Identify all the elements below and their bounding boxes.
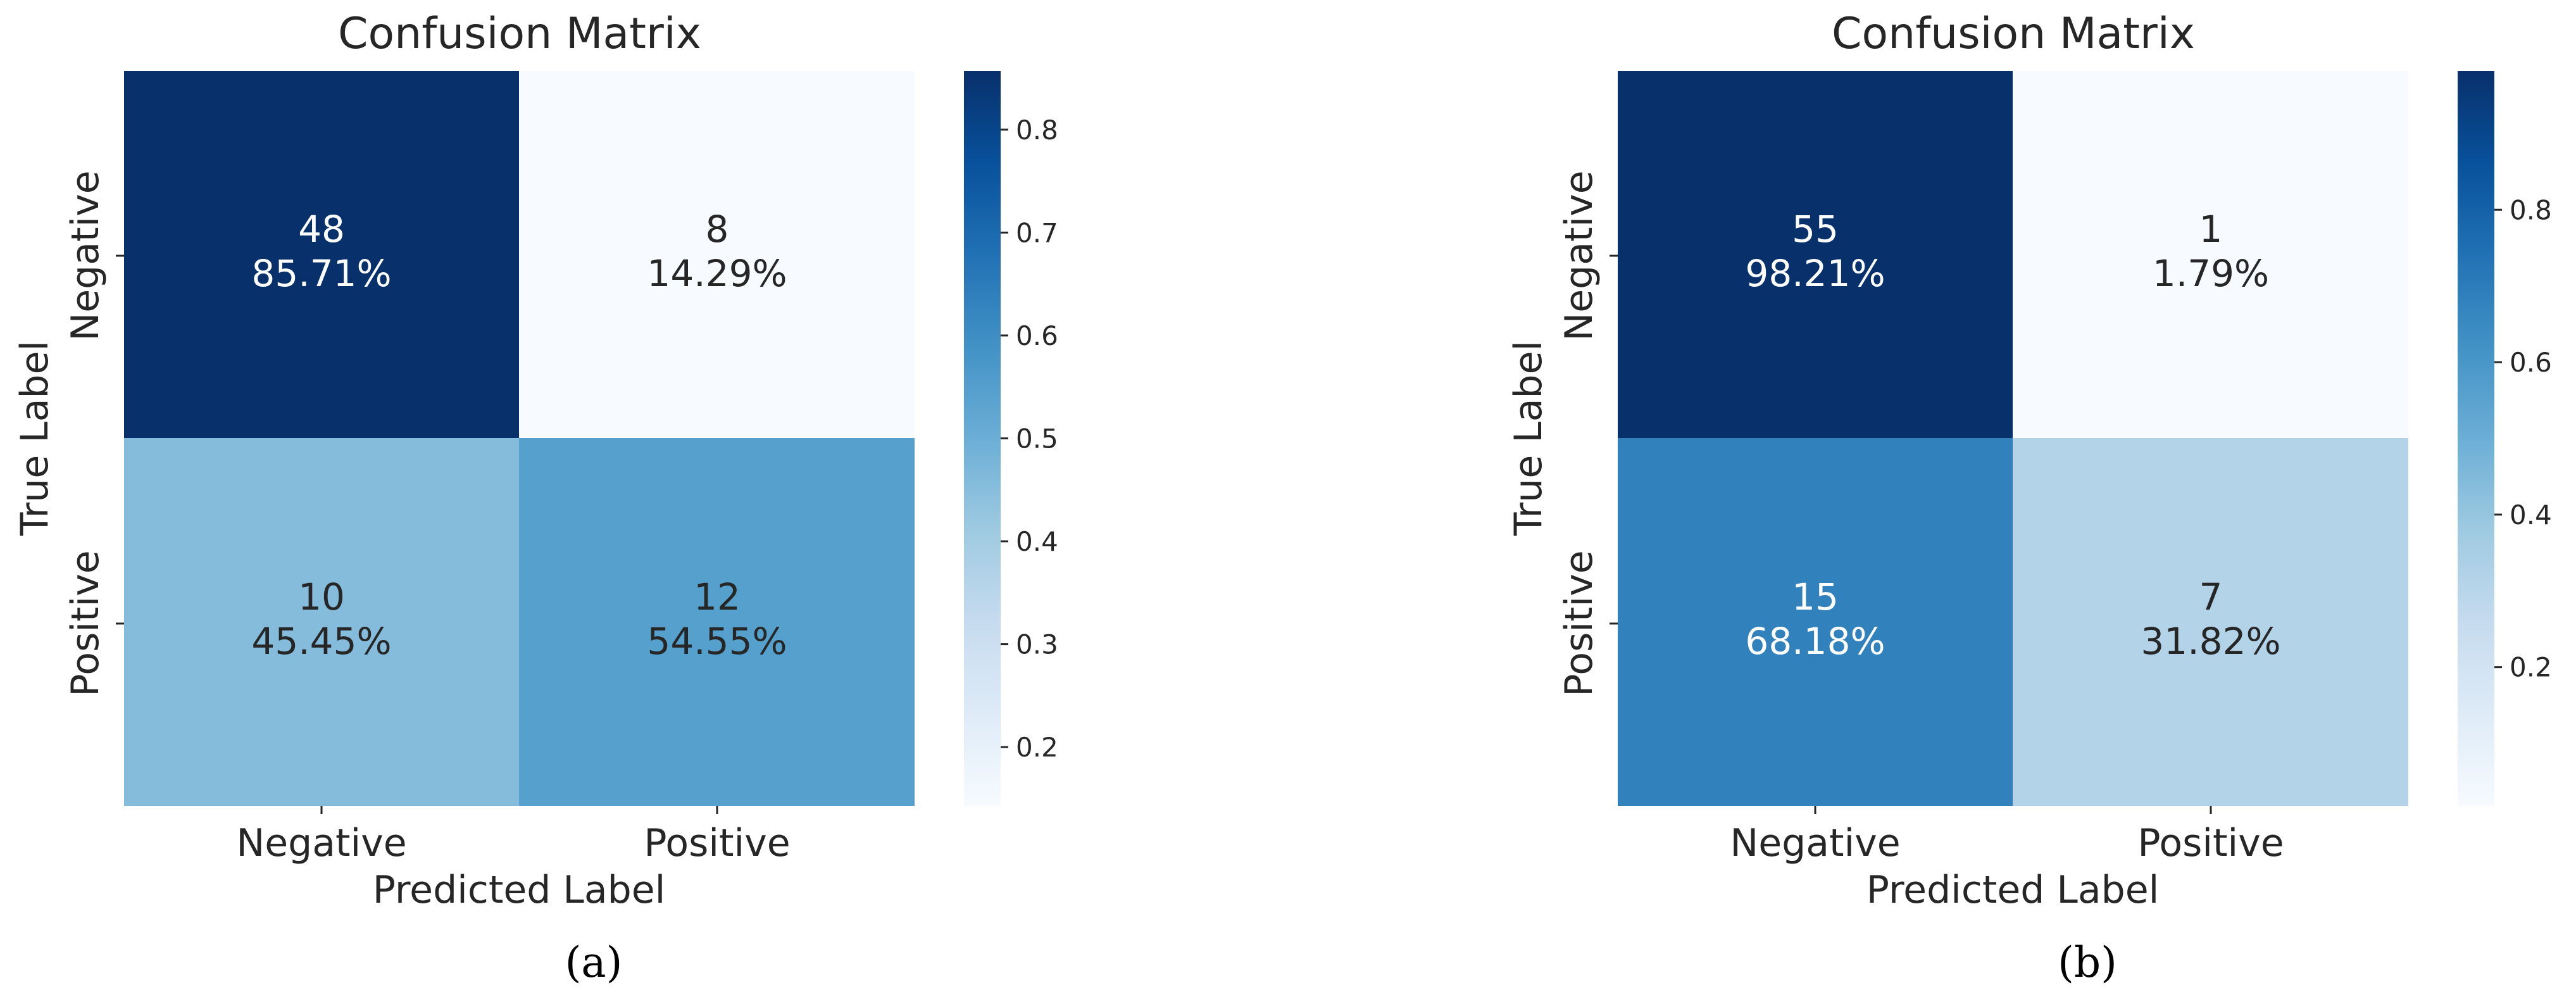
- x-axis-label: Predicted Label: [1866, 868, 2160, 912]
- cell-true-positive-pred-positive: [2013, 438, 2408, 806]
- x-tick-label: Positive: [2137, 821, 2284, 865]
- cell-annotations: 55 98.21% 1 1.79% 15 68.18% 7 31.82%: [1745, 208, 2280, 663]
- confusion-matrix-panel-b: Confusion Matrix 55 98.21% 1 1.79% 15 68…: [1506, 9, 2552, 987]
- cell-annotations: 48 85.71% 8 14.29% 10 45.45% 12 54.55%: [251, 208, 787, 663]
- heatmap-cells: [124, 71, 915, 806]
- colorbar-tick-label: 0.4: [2510, 499, 2552, 530]
- x-axis: Negative Positive Predicted Label: [236, 806, 791, 912]
- colorbar-tick-label: 0.7: [1016, 217, 1058, 248]
- panel-caption: (a): [565, 938, 623, 987]
- heatmap-cells: [1618, 71, 2408, 806]
- cell-percent: 98.21%: [1745, 252, 1885, 295]
- cell-true-negative-pred-positive: [519, 71, 915, 438]
- colorbar: 0.2 0.3 0.4 0.5 0.6 0.7 0.8: [964, 71, 1058, 806]
- cell-count: 55: [1792, 208, 1839, 251]
- cell-count: 15: [1792, 575, 1839, 618]
- cell-percent: 1.79%: [2153, 252, 2269, 295]
- colorbar-tick-label: 0.6: [1016, 320, 1058, 351]
- y-axis: Negative Positive True Label: [13, 170, 124, 697]
- cell-true-negative-pred-negative: [1618, 71, 2013, 438]
- x-tick-label: Negative: [236, 821, 406, 865]
- cell-percent: 31.82%: [2141, 620, 2280, 663]
- colorbar-ticks: 0.2 0.4 0.6 0.8: [2494, 194, 2552, 683]
- cell-true-negative-pred-negative: [124, 71, 519, 438]
- x-axis: Negative Positive Predicted Label: [1730, 806, 2284, 912]
- colorbar: 0.2 0.4 0.6 0.8: [2458, 71, 2552, 806]
- cell-true-negative-pred-positive: [2013, 71, 2408, 438]
- colorbar-tick-label: 0.5: [1016, 424, 1058, 455]
- colorbar-tick-label: 0.2: [1016, 732, 1058, 763]
- colorbar-gradient: [964, 71, 1001, 806]
- cell-percent: 14.29%: [647, 252, 787, 295]
- x-axis-label: Predicted Label: [373, 868, 666, 912]
- cell-percent: 85.71%: [251, 252, 391, 295]
- colorbar-tick-label: 0.4: [1016, 526, 1058, 557]
- y-axis: Negative Positive True Label: [1506, 170, 1618, 697]
- cell-percent: 45.45%: [251, 620, 391, 663]
- cell-true-positive-pred-negative: [124, 438, 519, 806]
- cell-count: 48: [298, 208, 345, 251]
- panel-caption: (b): [2058, 938, 2117, 987]
- colorbar-gradient: [2458, 71, 2494, 806]
- colorbar-ticks: 0.2 0.3 0.4 0.5 0.6 0.7 0.8: [1001, 115, 1058, 763]
- y-tick-label: Negative: [1557, 170, 1601, 341]
- y-tick-label: Negative: [63, 170, 108, 341]
- cell-true-positive-pred-negative: [1618, 438, 2013, 806]
- confusion-matrix-panel-a: Confusion Matrix 48 85.71% 8 14.29% 10 4…: [13, 9, 1058, 987]
- cell-count: 7: [2199, 575, 2223, 618]
- y-axis-label: True Label: [1506, 341, 1551, 536]
- colorbar-tick-label: 0.8: [1016, 115, 1058, 146]
- y-tick-label: Positive: [1557, 550, 1601, 696]
- cell-count: 10: [298, 575, 345, 618]
- cell-percent: 54.55%: [647, 620, 787, 663]
- chart-title: Confusion Matrix: [338, 9, 701, 59]
- colorbar-tick-label: 0.6: [2510, 347, 2552, 378]
- x-tick-label: Positive: [644, 821, 790, 865]
- colorbar-tick-label: 0.2: [2510, 652, 2552, 683]
- cell-count: 12: [694, 575, 741, 618]
- cell-count: 8: [706, 208, 729, 251]
- colorbar-tick-label: 0.8: [2510, 194, 2552, 225]
- y-tick-label: Positive: [63, 550, 108, 696]
- cell-percent: 68.18%: [1745, 620, 1885, 663]
- cell-count: 1: [2199, 208, 2223, 251]
- cell-true-positive-pred-positive: [519, 438, 915, 806]
- y-axis-label: True Label: [13, 341, 57, 536]
- colorbar-tick-label: 0.3: [1016, 629, 1058, 660]
- chart-title: Confusion Matrix: [1832, 9, 2195, 59]
- x-tick-label: Negative: [1730, 821, 1900, 865]
